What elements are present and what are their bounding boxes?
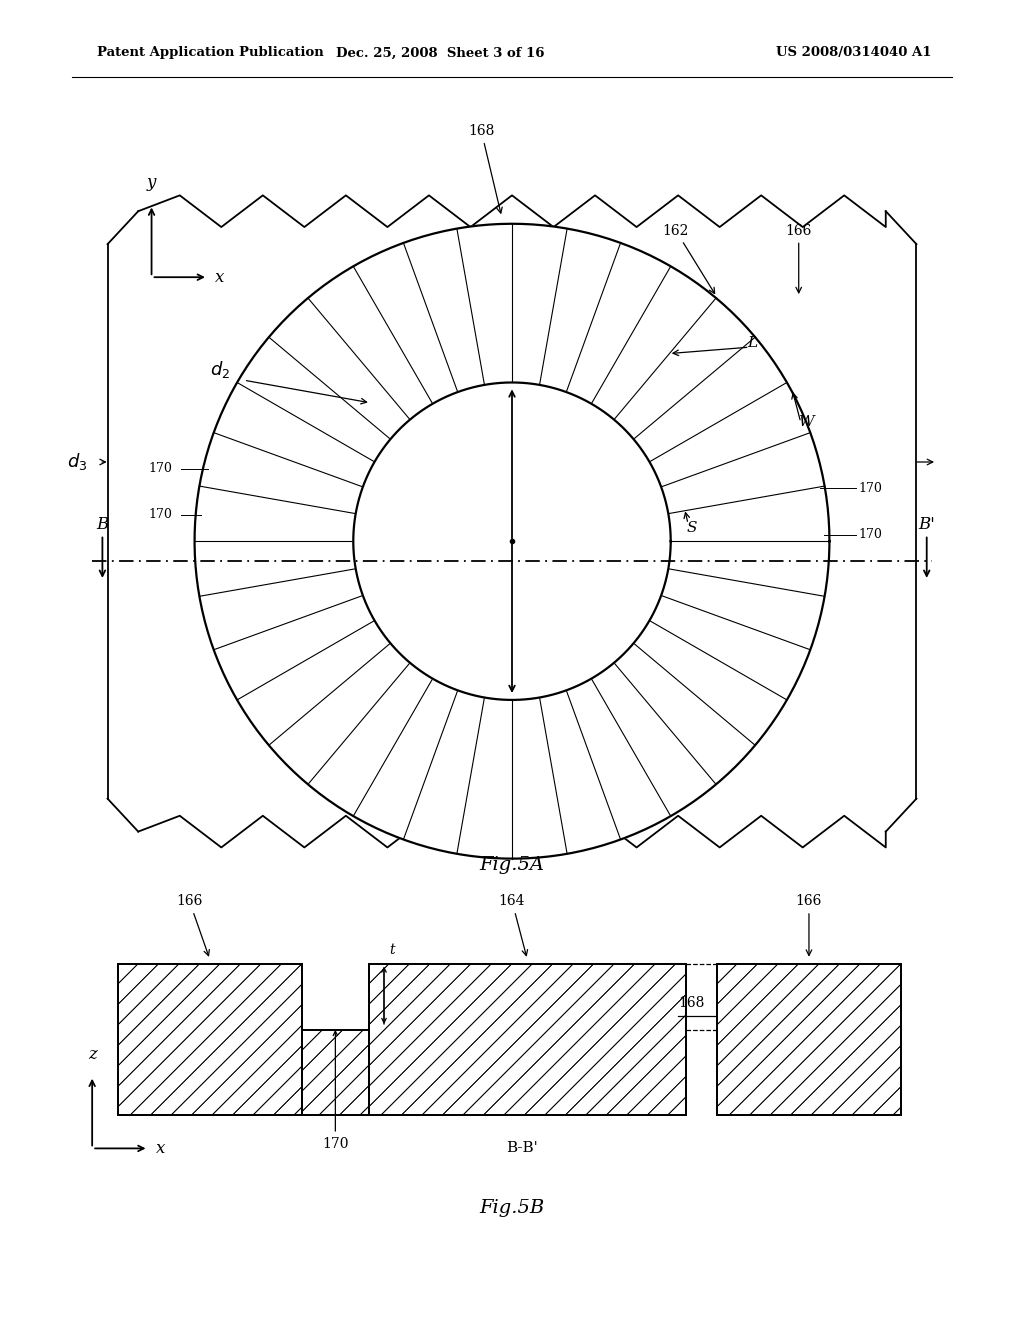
Text: L: L [748, 337, 758, 350]
Text: 168: 168 [468, 124, 502, 213]
Bar [369, 964, 686, 1115]
Text: US 2008/0314040 A1: US 2008/0314040 A1 [776, 46, 932, 59]
Bar [302, 1030, 369, 1115]
Text: Patent Application Publication: Patent Application Publication [97, 46, 324, 59]
Text: W: W [799, 416, 814, 429]
Polygon shape [353, 383, 671, 700]
Text: Fig.5B: Fig.5B [479, 1199, 545, 1217]
Bar [118, 964, 302, 1115]
Bar [717, 964, 901, 1115]
Text: z: z [88, 1045, 96, 1063]
Bar [118, 964, 302, 1115]
Text: Dec. 25, 2008  Sheet 3 of 16: Dec. 25, 2008 Sheet 3 of 16 [336, 46, 545, 59]
Text: 170: 170 [858, 482, 882, 495]
Text: $d_3$: $d_3$ [67, 451, 87, 473]
Bar [369, 964, 686, 1115]
Text: $d_1$: $d_1$ [538, 597, 558, 618]
Bar [717, 964, 901, 1115]
Text: B: B [96, 516, 109, 532]
Text: 170: 170 [858, 528, 882, 541]
Bar [717, 964, 901, 1115]
Text: 166: 166 [785, 223, 812, 293]
Text: 170: 170 [323, 1138, 348, 1151]
Text: 164: 164 [499, 894, 527, 956]
Bar [302, 1030, 369, 1115]
Bar [302, 1030, 369, 1115]
Text: x: x [156, 1140, 165, 1156]
Text: B': B' [919, 516, 935, 532]
Text: 170: 170 [148, 508, 172, 521]
Text: 166: 166 [176, 894, 209, 956]
Polygon shape [195, 224, 829, 858]
Text: 168: 168 [678, 997, 705, 1010]
Text: Fig.5A: Fig.5A [479, 855, 545, 874]
Text: t: t [389, 942, 394, 957]
Bar [369, 964, 686, 1115]
Text: x: x [215, 269, 224, 285]
Text: 166: 166 [796, 894, 822, 956]
Bar [118, 964, 302, 1115]
Text: B-B': B-B' [506, 1142, 539, 1155]
Text: $d_2$: $d_2$ [210, 359, 230, 380]
Text: 170: 170 [148, 462, 172, 475]
Text: 162: 162 [663, 223, 715, 293]
Text: y: y [146, 174, 157, 191]
Text: S: S [686, 521, 696, 535]
